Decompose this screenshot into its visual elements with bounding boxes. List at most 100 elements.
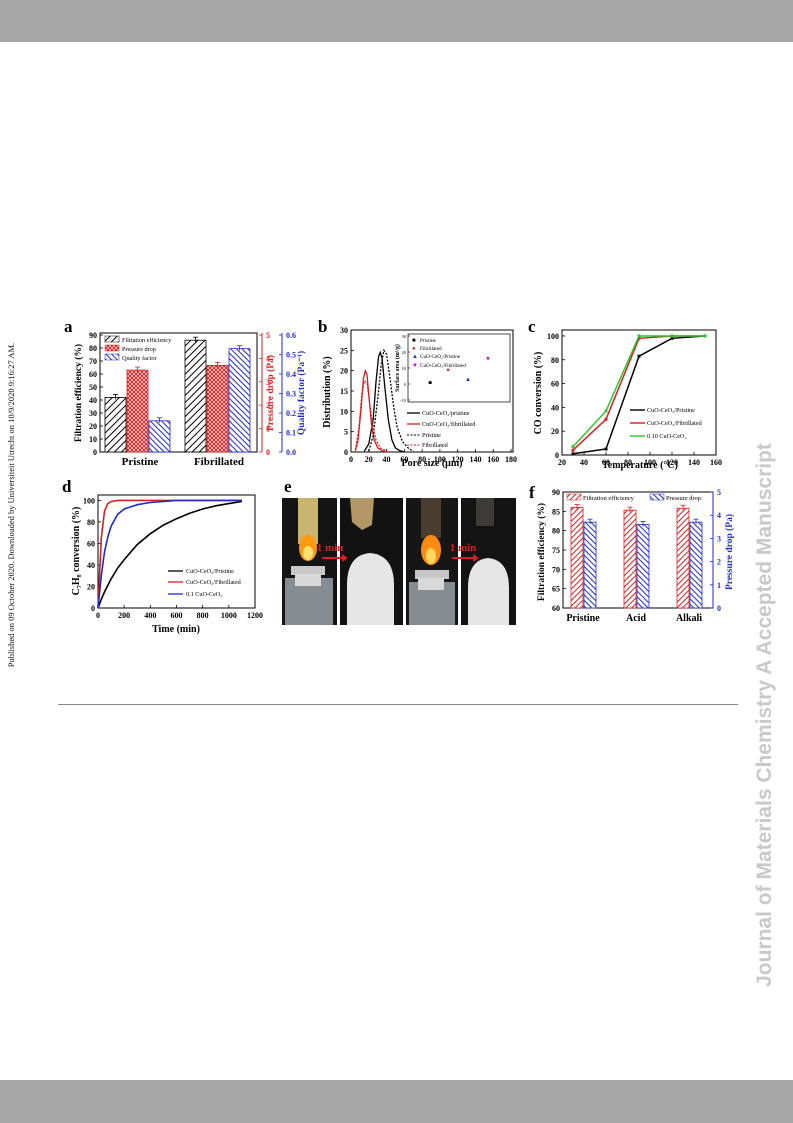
tick-label: 20 [558, 458, 566, 467]
data-point [637, 334, 641, 338]
tick-label: 100 [547, 332, 559, 341]
snuffer-cap [347, 553, 394, 625]
legend-label: Pristine [422, 432, 441, 439]
data-point [604, 447, 608, 451]
legend-label: Pressure drop [122, 346, 156, 353]
tick-label: 4 [717, 511, 721, 520]
tick-label: 1 [717, 581, 721, 590]
legend-label: Filtration efficiency [583, 495, 635, 502]
data-point [703, 334, 707, 338]
tick-label: 0.5 [286, 351, 296, 360]
mid-axis-label: Pressure drop (Pa) [265, 355, 276, 431]
bar [206, 365, 229, 453]
tick-label: 60 [89, 370, 97, 379]
bar [623, 509, 637, 609]
inset-plot: -10 0 10 20 30 ■ ● ▲ ▼ Surface area (m²/g) ■ Pri… [394, 333, 511, 403]
tick-label: 2 [266, 401, 270, 410]
tick-label: 90 [552, 488, 560, 497]
tick-label: 80 [89, 344, 97, 353]
bar [228, 348, 251, 453]
panel-letter-b: b [318, 317, 327, 336]
filter-strip [298, 498, 318, 544]
bar [689, 521, 703, 609]
tick-label: 160 [710, 458, 722, 467]
tick-label: 0 [717, 604, 721, 613]
tick-label: 70 [89, 357, 97, 366]
data-point [637, 336, 641, 340]
tick-label: 10 [340, 407, 348, 416]
tick-label: 5 [344, 428, 348, 437]
legend-swatch [104, 353, 120, 361]
tick-label: 25 [340, 346, 348, 355]
tick-label: 60 [400, 455, 408, 464]
inset-marker: ▼ [412, 363, 418, 369]
category-label: Pristine [566, 613, 600, 624]
bar [583, 521, 597, 609]
inset-legend-label: CuO-CeO₂/Fibrillated [420, 363, 466, 369]
photo-flame-pristine [282, 498, 337, 625]
tick-label: 20 [365, 455, 373, 464]
panel-letter-c: c [528, 317, 536, 336]
panel-f: f 60 65 70 75 80 85 90 0 1 2 3 4 5 Filtration effici… [529, 483, 735, 624]
legend-label: CuO-CeO₂/fibrillated [422, 421, 476, 428]
time-label: 1 min [317, 542, 344, 554]
tick-label: 65 [552, 585, 560, 594]
tick-label: 30 [89, 409, 97, 418]
tick-label: 1200 [247, 611, 263, 620]
tick-label: 0 [91, 604, 95, 613]
y-axis-label: C₇H₈ conversion (%) [71, 507, 82, 596]
bar [570, 507, 584, 609]
left-axis-ticks: 0 10 20 30 40 50 60 70 80 90 [89, 331, 103, 457]
tick-label: 30 [402, 334, 407, 339]
series-line [363, 350, 405, 453]
series-line [572, 335, 705, 448]
y-axis-label: Filtration efficiency (%) [536, 503, 547, 601]
snuffer-cap [468, 558, 509, 625]
legend-label: Fibrillated [422, 442, 449, 449]
tick-label: 100 [434, 455, 446, 464]
series-lines [354, 348, 414, 453]
inset-marker: ● [412, 346, 416, 352]
tick-label: 75 [552, 546, 560, 555]
tick-label: 1000 [221, 611, 237, 620]
legend-swatch [649, 493, 665, 501]
tick-label: 800 [197, 611, 209, 620]
legend-swatch [566, 493, 582, 501]
series-line [97, 500, 243, 609]
tick-label: 50 [89, 383, 97, 392]
data-point [604, 409, 608, 413]
top-gray-band [0, 0, 793, 42]
tick-label: 1 [266, 425, 270, 434]
x-axis-label: Temperature (°C) [602, 460, 678, 471]
tick-label: 3 [717, 534, 721, 543]
tick-label: 60 [552, 604, 560, 613]
tick-label: 90 [89, 331, 97, 340]
filter-strip [476, 498, 494, 526]
tick-label: 80 [552, 527, 560, 536]
tick-label: 80 [418, 455, 426, 464]
tick-label: 10 [402, 366, 407, 371]
tick-label: 20 [402, 350, 407, 355]
tick-label: 80 [551, 356, 559, 365]
data-point [637, 354, 641, 358]
data-point: ▲ [465, 377, 471, 383]
panel-letter-f: f [529, 483, 535, 502]
x-axis-label: Time (min) [152, 624, 200, 635]
tick-label: 40 [87, 561, 95, 570]
tick-label: 20 [340, 367, 348, 376]
inset-content: -10 0 10 20 30 ■ ● ▲ ▼ [400, 334, 491, 403]
data-point: ■ [428, 380, 432, 386]
x-axis-label: Pore size (μm) [401, 458, 462, 469]
plot-frame [561, 329, 717, 456]
tick-label: 5 [717, 488, 721, 497]
data-point: ▼ [485, 356, 491, 362]
tick-label: 70 [552, 565, 560, 574]
right-axis: 0.0 0.1 0.2 0.3 0.4 0.5 0.6 [279, 331, 296, 457]
tick-label: 4 [266, 354, 270, 363]
arrow-head [473, 554, 479, 562]
tick-label: 20 [87, 582, 95, 591]
